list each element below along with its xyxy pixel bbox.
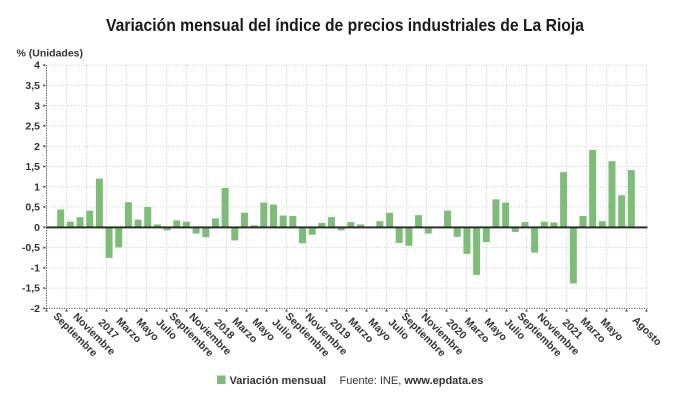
svg-text:2,5: 2,5 <box>25 121 40 133</box>
svg-text:Variación mensual: Variación mensual <box>230 375 327 387</box>
svg-text:1: 1 <box>34 181 40 193</box>
svg-text:Variación mensual del índice d: Variación mensual del índice de precios … <box>106 15 584 35</box>
svg-text:-1: -1 <box>31 263 40 275</box>
svg-text:0: 0 <box>34 222 40 234</box>
svg-text:Fuente: INE, www.epdata.es: Fuente: INE, www.epdata.es <box>340 375 484 387</box>
svg-text:2: 2 <box>34 141 40 153</box>
svg-text:0,5: 0,5 <box>25 202 40 214</box>
svg-text:-1,5: -1,5 <box>22 283 40 295</box>
svg-text:3,5: 3,5 <box>25 80 40 92</box>
svg-text:% (Unidades): % (Unidades) <box>17 48 84 60</box>
svg-text:-2: -2 <box>31 303 40 315</box>
svg-text:-0,5: -0,5 <box>22 242 40 254</box>
svg-text:4: 4 <box>34 60 40 72</box>
svg-text:1,5: 1,5 <box>25 161 40 173</box>
svg-text:3: 3 <box>34 100 40 112</box>
